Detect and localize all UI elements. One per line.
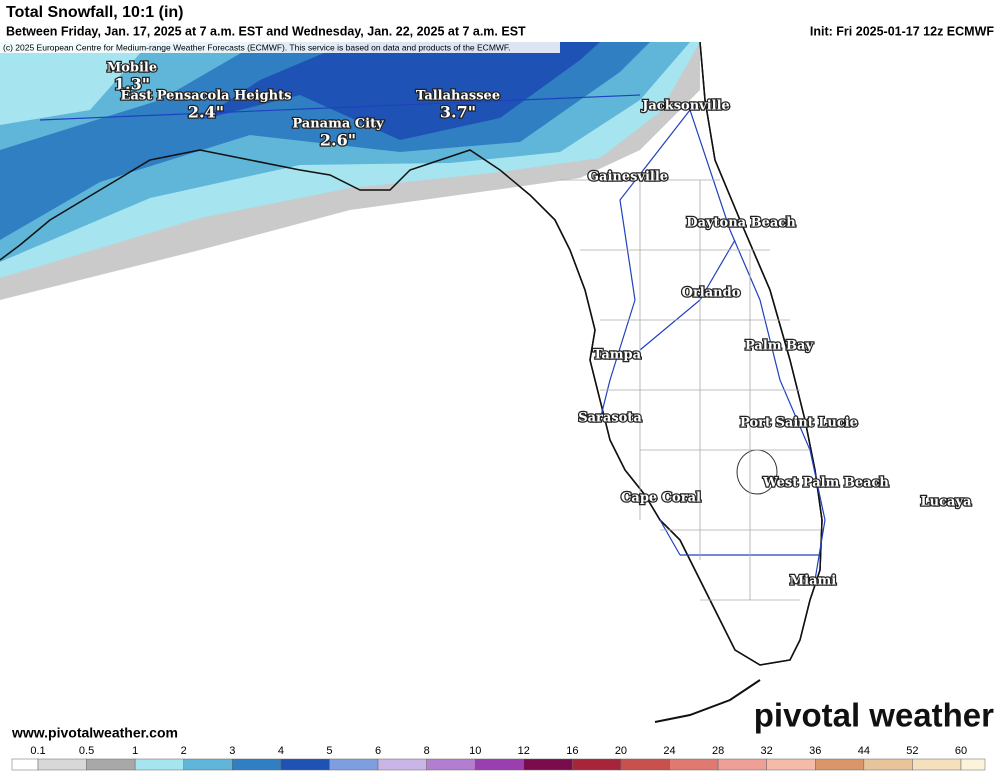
city-name: Lucaya (921, 495, 972, 510)
colorbar-swatch (669, 758, 719, 771)
colorbar-swatch (912, 758, 962, 771)
colorbar-label: 5 (326, 745, 332, 757)
colorbar-label: 0.5 (79, 745, 94, 757)
colorbar-swatch (280, 758, 330, 771)
colorbar-label: 12 (518, 745, 530, 757)
colorbar-swatch (377, 758, 427, 771)
city-name: Tampa (593, 348, 642, 363)
credit-bg (0, 42, 560, 53)
city-name: West Palm Beach (762, 476, 889, 491)
colorbar-swatch (815, 758, 865, 771)
site-url: www.pivotalweather.com (11, 725, 178, 741)
colorbar-label: 20 (615, 745, 627, 757)
city-name: Tallahassee (416, 89, 500, 104)
county-lines (560, 179, 820, 601)
colorbar-swatch (523, 758, 573, 771)
snow-amount: 2.4" (188, 103, 224, 122)
colorbar-label: 44 (858, 745, 870, 757)
colorbar-label: 3 (229, 745, 235, 757)
city-name: Palm Bay (745, 339, 813, 354)
city-name: Miami (790, 574, 837, 589)
city-name: Gainesville (588, 170, 668, 185)
city-name: Sarasota (578, 411, 642, 426)
colorbar-label: 6 (375, 745, 381, 757)
city-name: Panama City (292, 117, 384, 132)
colorbar-swatch (717, 758, 767, 771)
colorbar-swatch (37, 758, 87, 771)
colorbar-swatch (863, 758, 913, 771)
colorbar-swatch (960, 758, 986, 771)
colorbar-swatch (474, 758, 525, 771)
colorbar-label: 1 (132, 745, 138, 757)
logo: pivotal weather (754, 697, 994, 734)
city-name: Port Saint Lucie (740, 416, 858, 431)
colorbar-swatch (183, 758, 233, 771)
city-name: East Pensacola Heights (121, 89, 292, 104)
colorbar-label: 28 (712, 745, 724, 757)
colorbar-label: 2 (181, 745, 187, 757)
colorbar-swatch (329, 758, 379, 771)
header-bar (0, 0, 1000, 42)
city-name: Mobile (107, 61, 157, 76)
colorbar-label: 4 (278, 745, 284, 757)
title: Total Snowfall, 10:1 (in) (6, 4, 184, 21)
snow-amount: 1.3" (114, 75, 150, 94)
colorbar-label: 32 (761, 745, 773, 757)
colorbar-swatch (426, 758, 476, 771)
colorbar-label: 24 (663, 745, 675, 757)
subtitle: Between Friday, Jan. 17, 2025 at 7 a.m. … (6, 24, 526, 38)
colorbar-swatch (134, 758, 184, 771)
colorbar-label: 52 (906, 745, 918, 757)
map (0, 41, 1000, 742)
colorbar-swatch (766, 758, 816, 771)
colorbar-swatch (232, 758, 282, 771)
snow-amount: 2.6" (320, 131, 356, 150)
city-name: Orlando (682, 286, 741, 301)
colorbar-label: 8 (424, 745, 430, 757)
colorbar-label: 60 (955, 745, 967, 757)
snow-amount: 3.7" (440, 103, 476, 122)
city-name: Jacksonville (641, 99, 730, 114)
colorbar-swatch (620, 758, 670, 771)
snow-max (200, 42, 600, 140)
city-name: Daytona Beach (686, 216, 796, 231)
colorbar-swatch (86, 758, 136, 771)
colorbar-label: 0.1 (30, 745, 45, 757)
city-name: Cape Coral (621, 491, 701, 506)
credit: (c) 2025 European Centre for Medium-rang… (3, 42, 511, 52)
colorbar-swatch (572, 758, 622, 771)
colorbar-label: 16 (566, 745, 578, 757)
colorbar-label: 10 (469, 745, 481, 757)
keys (654, 679, 761, 723)
colorbar-swatch (11, 758, 39, 771)
init-time: Init: Fri 2025-01-17 12z ECMWF (810, 24, 994, 38)
colorbar-label: 36 (809, 745, 821, 757)
